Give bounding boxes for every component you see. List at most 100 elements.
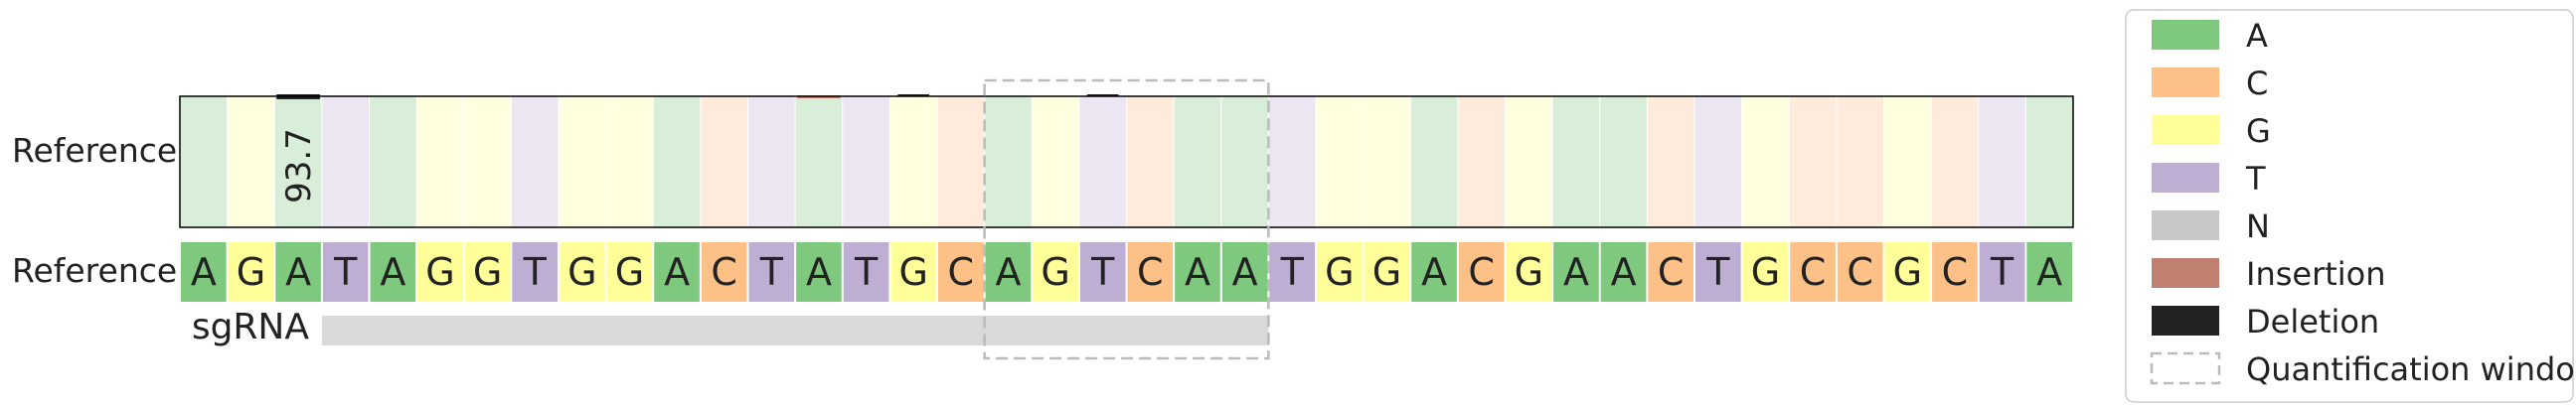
sequence-base-label: T bbox=[333, 250, 358, 294]
sequence-cell bbox=[985, 242, 1032, 302]
sequence-cell bbox=[464, 242, 511, 302]
legend-label: Insertion bbox=[2246, 255, 2386, 293]
allele-cell bbox=[1931, 96, 1980, 227]
sequence-cell bbox=[1079, 242, 1126, 302]
sequence-cell bbox=[938, 242, 984, 302]
sequence-base-label: G bbox=[1325, 250, 1354, 294]
sequence-base-label: A bbox=[1232, 250, 1258, 294]
sequence-cell bbox=[1553, 242, 1599, 302]
sequence-cell bbox=[1033, 242, 1078, 302]
legend-swatch bbox=[2152, 163, 2219, 193]
legend-swatch bbox=[2152, 258, 2219, 288]
sequence-base-label: G bbox=[615, 250, 644, 294]
allele-cell bbox=[1836, 96, 1884, 227]
sequence-cell bbox=[1127, 242, 1174, 302]
sequence-base-label: C bbox=[1847, 250, 1873, 294]
sequence-base-label: A bbox=[664, 250, 690, 294]
legend-swatch bbox=[2152, 115, 2219, 145]
sequence-cell bbox=[1364, 242, 1410, 302]
sequence-base-label: G bbox=[425, 250, 454, 294]
sequence-cell bbox=[1648, 242, 1693, 302]
percentage-annotation: 93.7 bbox=[279, 128, 319, 204]
allele-cell bbox=[1694, 96, 1743, 227]
sequence-cell bbox=[275, 242, 321, 302]
sequence-cell bbox=[1884, 242, 1931, 302]
allele-cell bbox=[1647, 96, 1695, 227]
legend-label: G bbox=[2246, 112, 2271, 150]
sequence-cell bbox=[1600, 242, 1647, 302]
deletion-mark bbox=[897, 94, 929, 96]
allele-cell bbox=[274, 96, 323, 227]
allele-cell bbox=[1363, 96, 1411, 227]
sequence-base-label: T bbox=[854, 250, 879, 294]
sequence-base-label: C bbox=[948, 250, 975, 294]
row-label-sgrna: sgRNA bbox=[192, 307, 310, 347]
sequence-cell bbox=[1742, 242, 1789, 302]
legend-swatch bbox=[2152, 306, 2219, 336]
sequence-base-label: A bbox=[1611, 250, 1637, 294]
allele-cell bbox=[605, 96, 654, 227]
sequence-cell bbox=[1269, 242, 1315, 302]
sequence-cell bbox=[322, 242, 369, 302]
legend-frame bbox=[2125, 9, 2574, 403]
allele-cell bbox=[1126, 96, 1175, 227]
legend-label: Quantification window bbox=[2246, 350, 2576, 388]
sequence-base-label: G bbox=[1041, 250, 1069, 294]
sequence-base-label: G bbox=[1893, 250, 1922, 294]
sequence-cell bbox=[1175, 242, 1220, 302]
row-label-reference-sequence: Reference bbox=[12, 251, 177, 290]
sequence-base-label: T bbox=[1280, 250, 1305, 294]
sequence-cell bbox=[1695, 242, 1741, 302]
sequence-base-label: T bbox=[1705, 250, 1730, 294]
sequence-base-label: A bbox=[1185, 250, 1210, 294]
legend-swatch-quantification-window bbox=[2150, 351, 2221, 385]
legend-label: Deletion bbox=[2246, 303, 2379, 341]
sequence-base-label: T bbox=[1090, 250, 1115, 294]
legend-label: C bbox=[2246, 65, 2268, 102]
sequence-cell bbox=[748, 242, 795, 302]
sequence-base-label: G bbox=[898, 250, 927, 294]
sequence-base-label: A bbox=[2036, 250, 2062, 294]
sequence-cell bbox=[560, 242, 605, 302]
allele-cell bbox=[1174, 96, 1222, 227]
sequence-base-label: C bbox=[1468, 250, 1495, 294]
allele-cell bbox=[700, 96, 748, 227]
row-label-reference-alleles: Reference bbox=[12, 131, 177, 170]
allele-cell bbox=[747, 96, 796, 227]
allele-cell bbox=[1457, 96, 1506, 227]
sequence-cell bbox=[654, 242, 700, 302]
allele-cell bbox=[937, 96, 986, 227]
allele-cell bbox=[1505, 96, 1553, 227]
allele-cell bbox=[463, 96, 512, 227]
legend-swatch bbox=[2152, 210, 2219, 240]
sequence-cell bbox=[181, 242, 227, 302]
sequence-cell bbox=[1317, 242, 1363, 302]
sequence-base-label: G bbox=[1751, 250, 1780, 294]
sequence-base-label: T bbox=[1990, 250, 2014, 294]
sequence-cell bbox=[1790, 242, 1836, 302]
sequence-base-label: G bbox=[237, 250, 265, 294]
sequence-base-label: A bbox=[380, 250, 405, 294]
sequence-cell bbox=[228, 242, 274, 302]
allele-cell bbox=[1789, 96, 1838, 227]
sequence-base-label: C bbox=[1800, 250, 1827, 294]
allele-cell bbox=[984, 96, 1033, 227]
sequence-base-label: C bbox=[1942, 250, 1969, 294]
sequence-base-label: G bbox=[567, 250, 596, 294]
sequence-base-label: G bbox=[1515, 250, 1543, 294]
allele-cell bbox=[889, 96, 938, 227]
allele-cell bbox=[1268, 96, 1317, 227]
sequence-cell bbox=[1411, 242, 1457, 302]
allele-cell bbox=[1741, 96, 1790, 227]
sequence-cell bbox=[417, 242, 463, 302]
sequence-base-label: A bbox=[995, 250, 1021, 294]
allele-cell bbox=[227, 96, 275, 227]
sequence-base-label: A bbox=[191, 250, 217, 294]
allele-cell bbox=[1220, 96, 1269, 227]
allele-cell bbox=[1883, 96, 1932, 227]
allele-cell bbox=[321, 96, 370, 227]
sequence-base-label: A bbox=[1421, 250, 1447, 294]
